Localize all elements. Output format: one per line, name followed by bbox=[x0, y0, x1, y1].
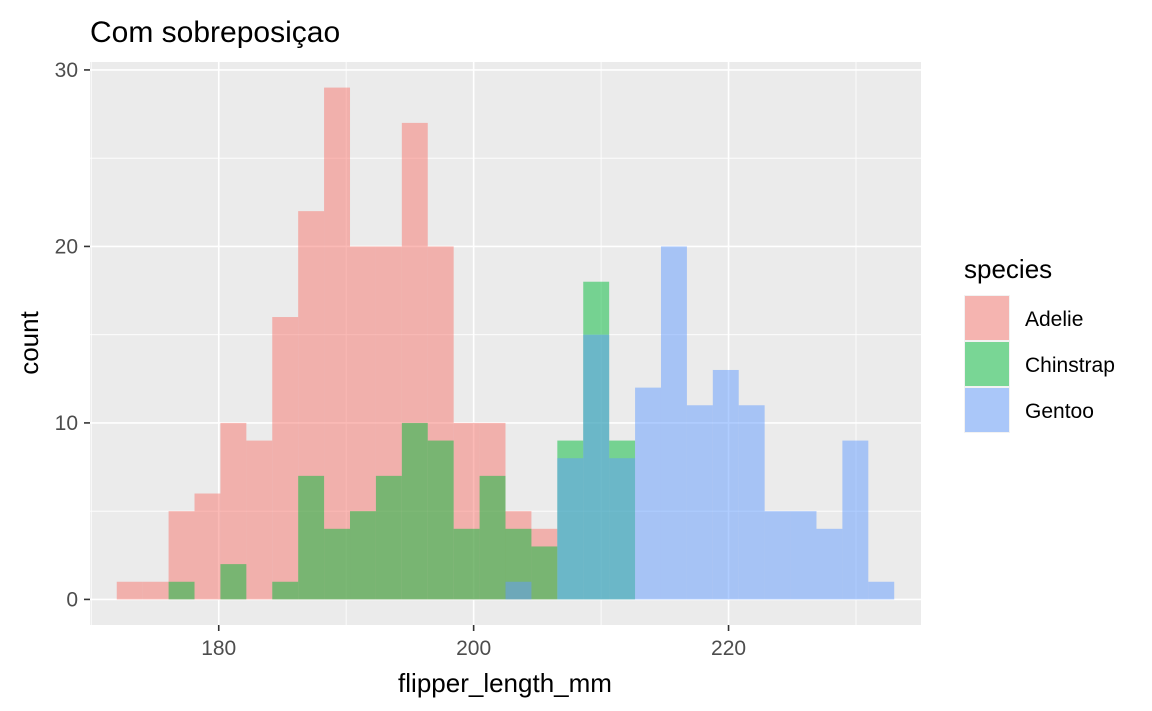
bar-chinstrap bbox=[324, 528, 351, 600]
x-tick-label: 200 bbox=[456, 637, 491, 660]
bar-adelie bbox=[194, 493, 221, 600]
x-tick-label: 180 bbox=[201, 637, 236, 660]
legend-key-gentoo bbox=[965, 388, 1009, 432]
y-tick-label: 0 bbox=[66, 588, 78, 611]
bar-gentoo bbox=[712, 369, 739, 600]
legend-label-chinstrap: Chinstrap bbox=[1025, 354, 1115, 377]
y-axis: 0 10 20 30 bbox=[55, 59, 90, 611]
bar-gentoo bbox=[816, 528, 843, 600]
bar-chinstrap bbox=[298, 475, 325, 600]
y-tick-label: 20 bbox=[55, 235, 78, 258]
bar-adelie bbox=[142, 581, 169, 600]
legend-key-chinstrap bbox=[965, 342, 1009, 386]
bar-chinstrap bbox=[479, 475, 506, 600]
bar-gentoo bbox=[738, 405, 765, 600]
bar-chinstrap bbox=[427, 440, 454, 600]
series-gentoo bbox=[505, 246, 895, 600]
chart-title: Com sobreposiçao bbox=[90, 16, 340, 49]
bar-chinstrap bbox=[531, 546, 558, 600]
legend-title: species bbox=[964, 254, 1052, 284]
histogram-bars bbox=[116, 87, 895, 600]
x-tick-label: 220 bbox=[711, 637, 746, 660]
bar-gentoo bbox=[686, 405, 713, 600]
bar-chinstrap bbox=[401, 422, 428, 600]
x-axis: 180 200 220 bbox=[201, 625, 746, 660]
bar-gentoo bbox=[790, 511, 817, 600]
bar-chinstrap bbox=[168, 581, 195, 600]
bar-gentoo bbox=[505, 581, 532, 600]
bar-adelie bbox=[324, 87, 351, 600]
bar-chinstrap bbox=[350, 511, 376, 600]
bar-chinstrap bbox=[220, 564, 247, 600]
bar-gentoo bbox=[583, 334, 610, 600]
bar-gentoo bbox=[660, 246, 687, 600]
bar-chinstrap bbox=[272, 581, 299, 600]
legend-key-adelie bbox=[965, 296, 1009, 340]
bar-gentoo bbox=[609, 458, 636, 600]
legend: species Adelie Chinstrap Gentoo bbox=[964, 254, 1115, 433]
bar-gentoo bbox=[557, 458, 584, 600]
y-axis-title: count bbox=[14, 310, 44, 374]
bar-gentoo bbox=[635, 387, 661, 600]
bar-adelie bbox=[246, 440, 273, 600]
bar-adelie bbox=[272, 317, 299, 600]
y-tick-label: 30 bbox=[55, 59, 78, 82]
bar-chinstrap bbox=[453, 528, 480, 600]
legend-label-adelie: Adelie bbox=[1025, 308, 1083, 331]
x-axis-title: flipper_length_mm bbox=[398, 668, 612, 698]
bar-gentoo bbox=[868, 581, 895, 600]
bar-gentoo bbox=[842, 440, 869, 600]
legend-label-gentoo: Gentoo bbox=[1025, 400, 1094, 423]
bar-gentoo bbox=[764, 511, 791, 600]
bar-chinstrap bbox=[375, 475, 402, 600]
bar-adelie bbox=[116, 581, 143, 600]
y-tick-label: 10 bbox=[55, 412, 78, 435]
